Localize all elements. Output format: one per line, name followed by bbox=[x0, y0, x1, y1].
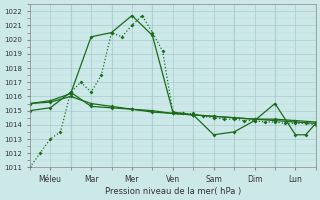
X-axis label: Pression niveau de la mer( hPa ): Pression niveau de la mer( hPa ) bbox=[105, 187, 241, 196]
